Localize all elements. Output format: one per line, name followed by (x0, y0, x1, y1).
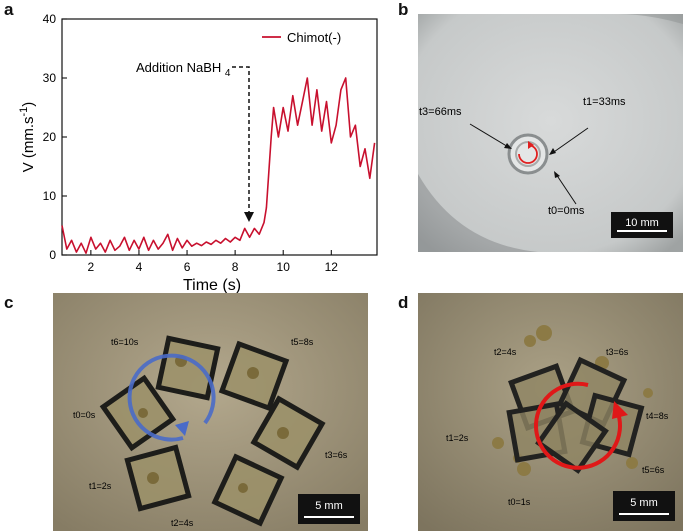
photo-b-illustration: t3=66ms t1=33ms t0=0ms 10 mm (418, 14, 683, 252)
label-t4: t4=8s (646, 411, 669, 421)
rotation-arrow-icon (127, 353, 216, 442)
label-t3: t3=6s (325, 450, 348, 460)
legend-entry: Chimot(-) (287, 30, 341, 45)
label-t1-33ms: t1=33ms (583, 96, 626, 108)
panel-label-a: a (4, 0, 14, 19)
panel-label-d: d (398, 293, 409, 312)
annotation-main: Addition NaBH (136, 60, 221, 75)
photo-panel-d: t2=4s t3=6s t4=8s t1=2s t5=6s t0=1s 5 mm (418, 293, 683, 531)
y-tick-label: 20 (43, 130, 57, 144)
label-t1: t1=2s (446, 433, 469, 443)
y-axis-label-main: V (mm.s (20, 116, 37, 172)
label-t3: t3=6s (606, 347, 629, 357)
label-t5: t5=6s (642, 465, 665, 475)
scalebar-label: 10 mm (625, 217, 659, 229)
x-axis-label: Time (s) (183, 277, 241, 294)
panel-label-c: c (4, 293, 14, 312)
annotation-arrowhead (244, 212, 254, 222)
rotation-arrow-icon (534, 381, 622, 470)
scalebar-box (611, 212, 673, 238)
photo-panel-b: t3=66ms t1=33ms t0=0ms 10 mm (418, 14, 683, 252)
plot-frame (61, 18, 378, 256)
label-t0: t0=0s (73, 410, 96, 420)
rotation-arrow-icon (518, 144, 538, 164)
photo-d-illustration: t2=4s t3=6s t4=8s t1=2s t5=6s t0=1s 5 mm (418, 293, 683, 531)
panel-label-b: b (398, 0, 409, 19)
label-t1: t1=2s (89, 481, 112, 491)
y-axis-label: V (mm.s-1) (18, 102, 37, 173)
x-tick-label: 10 (277, 260, 291, 274)
y-tick-label: 0 (49, 248, 56, 262)
photo-c-illustration: t6=10s t5=8s t0=0s t3=6s t1=2s t2=4s 5 m… (53, 293, 368, 531)
y-axis-label-sup: -1 (18, 107, 30, 117)
label-t0: t0=1s (508, 497, 531, 507)
y-tick-label: 10 (43, 189, 57, 203)
velocity-chart: 2 4 6 8 10 12 0 10 20 30 40 Chimot(-) Addition NaB… (18, 12, 378, 294)
label-t0-0ms: t0=0ms (548, 205, 585, 217)
y-axis-label-close: ) (20, 102, 37, 107)
annotation-text: Addition NaBH 4 (136, 60, 231, 79)
y-tick-label: 40 (43, 12, 57, 26)
x-tick-label: 8 (232, 260, 239, 274)
x-tick-label: 4 (136, 260, 143, 274)
x-tick-label: 2 (88, 260, 95, 274)
scalebar-box (298, 494, 360, 524)
label-t2: t2=4s (494, 347, 517, 357)
label-t3-66ms: t3=66ms (419, 106, 462, 118)
scalebar-label: 5 mm (630, 497, 658, 509)
label-t2: t2=4s (171, 518, 194, 528)
label-t5: t5=8s (291, 337, 314, 347)
annotation-dashed-arrow (232, 66, 250, 212)
x-tick-label: 6 (184, 260, 191, 274)
label-t6: t6=10s (111, 337, 139, 347)
photo-panel-c: t6=10s t5=8s t0=0s t3=6s t1=2s t2=4s 5 m… (53, 293, 368, 531)
series-line-chimot (61, 77, 376, 254)
motor-ring (507, 133, 549, 175)
x-tick-label: 12 (325, 260, 339, 274)
annotation-subscript: 4 (225, 68, 231, 79)
y-tick-label: 30 (43, 71, 57, 85)
scalebar-label: 5 mm (315, 500, 343, 512)
scalebar-box (613, 491, 675, 521)
